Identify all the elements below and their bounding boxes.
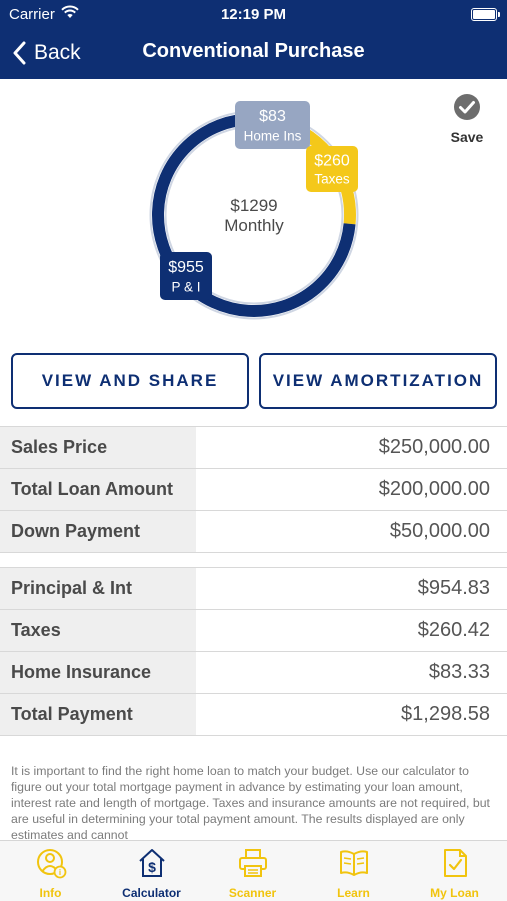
table-row: Total Payment $1,298.58 xyxy=(0,693,507,736)
payment-donut-chart: $83 Home Ins $260 Taxes $955 P & I $1299Monthl… xyxy=(149,101,359,320)
table-row: Total Loan Amount $200,000.00 xyxy=(0,468,507,511)
battery-icon xyxy=(471,8,500,21)
table-row: Taxes $260.42 xyxy=(0,609,507,652)
tab-scanner[interactable]: Scanner xyxy=(202,847,303,900)
row-label: Principal & Int xyxy=(0,567,196,610)
chevron-left-icon xyxy=(13,41,26,65)
loan-summary-table: Sales Price $250,000.00 Total Loan Amoun… xyxy=(0,426,507,553)
page-title: Conventional Purchase xyxy=(142,40,365,62)
tab-learn[interactable]: Learn xyxy=(303,847,404,900)
table-row: Sales Price $250,000.00 xyxy=(0,426,507,469)
svg-text:$: $ xyxy=(148,859,156,875)
tab-info[interactable]: i Info xyxy=(0,847,101,900)
row-value: $1,298.58 xyxy=(196,693,507,736)
row-value: $250,000.00 xyxy=(196,426,507,469)
wifi-icon xyxy=(61,5,79,23)
center-label: Monthly xyxy=(224,216,284,235)
slice-name: Taxes xyxy=(314,172,350,187)
back-label: Back xyxy=(34,41,81,64)
table-row: Down Payment $50,000.00 xyxy=(0,510,507,553)
view-and-share-button[interactable]: VIEW AND SHARE xyxy=(11,353,249,409)
document-check-icon xyxy=(443,849,467,877)
row-label: Home Insurance xyxy=(0,651,196,694)
slice-value: $955 xyxy=(168,259,204,276)
payment-breakdown-table: Principal & Int $954.83 Taxes $260.42 Ho… xyxy=(0,567,507,736)
slice-value: $83 xyxy=(259,108,286,125)
slice-name: Home Ins xyxy=(244,128,302,143)
svg-text:i: i xyxy=(58,868,60,877)
view-amortization-button[interactable]: VIEW AMORTIZATION xyxy=(259,353,497,409)
table-row: Home Insurance $83.33 xyxy=(0,651,507,694)
action-buttons: VIEW AND SHARE VIEW AMORTIZATION xyxy=(11,353,497,413)
carrier-label: Carrier xyxy=(9,6,55,23)
tab-label: Info xyxy=(39,886,62,900)
tab-label: Scanner xyxy=(228,886,277,900)
row-value: $260.42 xyxy=(196,609,507,652)
row-label: Down Payment xyxy=(0,510,196,553)
row-label: Total Loan Amount xyxy=(0,468,196,511)
status-bar: Carrier 12:19 PM xyxy=(0,5,507,25)
tab-bar: i Info $ Calculator Scanner Learn xyxy=(0,840,507,901)
center-value: $1299 xyxy=(230,196,277,215)
row-label: Taxes xyxy=(0,609,196,652)
slice-name: P & I xyxy=(171,279,200,294)
row-value: $200,000.00 xyxy=(196,468,507,511)
save-button[interactable]: Save xyxy=(447,93,487,145)
tab-label: Calculator xyxy=(122,886,181,900)
nav-bar: Carrier 12:19 PM Back Conventional Purch… xyxy=(0,0,507,79)
table-row: Principal & Int $954.83 xyxy=(0,567,507,610)
info-person-icon: i xyxy=(36,849,66,879)
tab-my-loan[interactable]: My Loan xyxy=(404,847,505,900)
scanner-icon xyxy=(238,849,267,877)
row-value: $83.33 xyxy=(196,651,507,694)
row-label: Sales Price xyxy=(0,426,196,469)
check-circle-icon xyxy=(454,94,480,120)
back-button[interactable]: Back xyxy=(12,38,81,68)
save-label: Save xyxy=(450,129,484,145)
slice-label-p-i: $955 P & I xyxy=(160,252,212,300)
slice-label-home-ins: $83 Home Ins xyxy=(235,101,310,149)
slice-label-taxes: $260 Taxes xyxy=(306,146,358,192)
calculator-house-icon: $ xyxy=(138,849,165,877)
payment-chart: $83 Home Ins $260 Taxes $955 P & I $1299 Monthl… xyxy=(0,79,507,349)
status-time: 12:19 PM xyxy=(220,6,287,23)
disclaimer-text: It is important to find the right home l… xyxy=(11,764,490,839)
row-value: $954.83 xyxy=(196,567,507,610)
row-value: $50,000.00 xyxy=(196,510,507,553)
row-label: Total Payment xyxy=(0,693,196,736)
tab-label: Learn xyxy=(337,886,370,900)
slice-value: $260 xyxy=(314,152,350,169)
tab-calculator[interactable]: $ Calculator xyxy=(101,847,202,900)
tab-label: My Loan xyxy=(430,886,479,900)
book-icon xyxy=(339,850,368,876)
